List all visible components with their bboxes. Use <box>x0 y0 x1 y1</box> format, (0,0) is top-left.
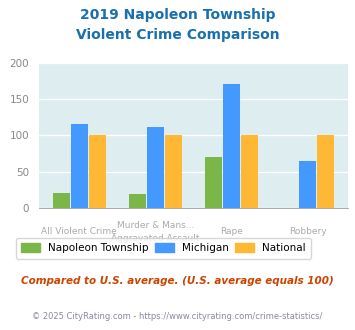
Text: Murder & Mans...: Murder & Mans... <box>117 221 194 230</box>
Bar <box>299 161 316 208</box>
Bar <box>129 194 146 208</box>
Bar <box>147 127 164 208</box>
Text: 2019 Napoleon Township: 2019 Napoleon Township <box>80 8 275 22</box>
Bar <box>89 135 105 208</box>
Text: Violent Crime Comparison: Violent Crime Comparison <box>76 28 279 42</box>
Bar <box>165 135 182 208</box>
Legend: Napoleon Township, Michigan, National: Napoleon Township, Michigan, National <box>16 238 311 258</box>
Bar <box>241 135 258 208</box>
Bar <box>71 124 88 208</box>
Text: Aggravated Assault: Aggravated Assault <box>111 234 200 243</box>
Bar <box>53 193 70 208</box>
Bar <box>205 157 222 208</box>
Bar <box>317 135 334 208</box>
Text: Robbery: Robbery <box>289 227 327 236</box>
Bar <box>223 84 240 208</box>
Text: All Violent Crime: All Violent Crime <box>42 227 117 236</box>
Text: Compared to U.S. average. (U.S. average equals 100): Compared to U.S. average. (U.S. average … <box>21 276 334 285</box>
Text: Rape: Rape <box>220 227 243 236</box>
Text: © 2025 CityRating.com - https://www.cityrating.com/crime-statistics/: © 2025 CityRating.com - https://www.city… <box>32 312 323 321</box>
